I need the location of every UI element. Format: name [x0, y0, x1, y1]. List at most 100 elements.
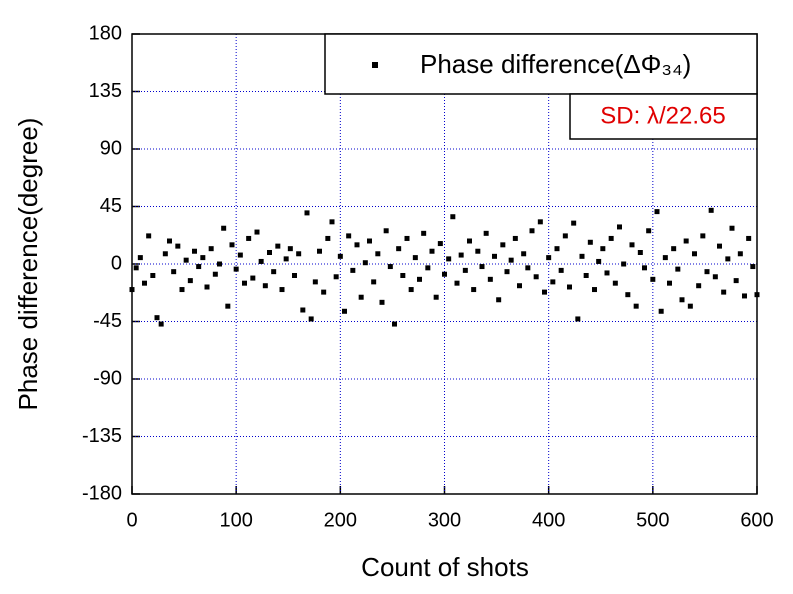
- point: [362, 260, 368, 266]
- legend-label: Phase difference(ΔΦ₃₄): [420, 49, 691, 79]
- point: [387, 264, 393, 270]
- point: [646, 228, 652, 234]
- point: [329, 219, 335, 225]
- point: [483, 230, 489, 236]
- point: [192, 248, 197, 254]
- point: [317, 248, 322, 254]
- point: [383, 228, 389, 234]
- point: [529, 228, 535, 234]
- point: [396, 246, 402, 252]
- point: [271, 269, 277, 275]
- point: [667, 280, 672, 286]
- point: [333, 274, 339, 280]
- point: [204, 284, 210, 290]
- y-tick-label: -90: [93, 367, 122, 389]
- point: [725, 256, 731, 262]
- point: [162, 251, 168, 257]
- point: [429, 248, 435, 254]
- point: [533, 274, 539, 280]
- point: [608, 235, 614, 241]
- point: [217, 261, 222, 267]
- point: [196, 264, 202, 270]
- point: [704, 269, 710, 275]
- point: [200, 255, 206, 261]
- point: [208, 246, 214, 252]
- x-tick-label: 600: [740, 509, 773, 531]
- point: [275, 243, 281, 249]
- point: [729, 225, 735, 231]
- point: [671, 246, 677, 252]
- point: [567, 284, 572, 290]
- point: [712, 274, 718, 280]
- x-tick-label: 300: [428, 509, 461, 531]
- point: [525, 265, 531, 271]
- annotation: SD: λ/22.65: [600, 102, 725, 129]
- point: [250, 275, 256, 281]
- point: [158, 321, 164, 327]
- point: [283, 256, 289, 262]
- point: [596, 258, 602, 264]
- point: [492, 253, 497, 259]
- point: [425, 265, 431, 271]
- point: [633, 303, 639, 309]
- point: [350, 267, 356, 273]
- point: [133, 265, 139, 271]
- point: [379, 299, 385, 305]
- legend-marker: [372, 62, 378, 68]
- x-tick-label: 500: [636, 509, 669, 531]
- point: [717, 243, 722, 249]
- point: [537, 219, 543, 225]
- point: [242, 280, 247, 286]
- point: [617, 224, 622, 230]
- point: [450, 214, 456, 220]
- point: [154, 315, 160, 321]
- point: [629, 242, 635, 248]
- point: [187, 278, 193, 284]
- y-tick-label: -135: [82, 425, 122, 447]
- point: [150, 273, 156, 278]
- point: [625, 292, 631, 298]
- point: [508, 257, 514, 263]
- point: [612, 280, 618, 286]
- point: [312, 279, 318, 285]
- point: [354, 242, 360, 248]
- point: [587, 239, 593, 245]
- point: [233, 266, 239, 272]
- point: [358, 294, 364, 300]
- point: [400, 273, 406, 278]
- point: [412, 255, 418, 261]
- point: [754, 292, 760, 298]
- point: [237, 252, 243, 258]
- point: [721, 289, 727, 295]
- point: [375, 251, 381, 257]
- point: [183, 257, 189, 263]
- point: [437, 241, 443, 247]
- point: [621, 261, 627, 267]
- point: [700, 233, 706, 239]
- point: [371, 279, 377, 285]
- point: [750, 264, 756, 270]
- point: [262, 283, 268, 289]
- point: [504, 269, 510, 275]
- point: [225, 303, 231, 309]
- point: [558, 267, 564, 273]
- point: [304, 210, 310, 216]
- point: [512, 235, 518, 241]
- point: [421, 230, 427, 236]
- point: [167, 238, 172, 244]
- y-axis-title: Phase difference(degree): [13, 118, 43, 411]
- point: [142, 280, 147, 286]
- point: [600, 246, 606, 252]
- point: [733, 278, 739, 284]
- y-tick-label: 180: [89, 22, 122, 44]
- point: [746, 235, 752, 241]
- point: [417, 276, 422, 282]
- point: [229, 242, 235, 248]
- point: [146, 233, 152, 239]
- y-tick-label: 135: [89, 80, 122, 102]
- point: [737, 251, 743, 257]
- point: [221, 225, 227, 231]
- point: [392, 321, 397, 327]
- point: [254, 229, 260, 235]
- point: [654, 209, 660, 215]
